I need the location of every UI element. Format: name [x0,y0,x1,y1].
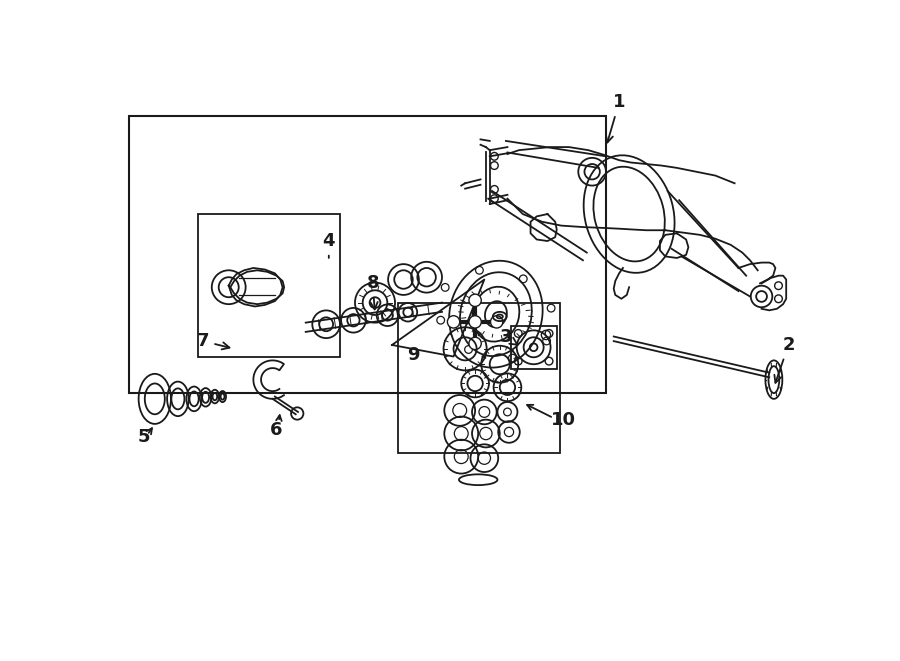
Text: 1: 1 [606,93,626,143]
Circle shape [491,316,503,328]
Text: 4: 4 [322,232,335,258]
Text: 9: 9 [408,346,419,364]
Bar [129,116,606,393]
Text: 2: 2 [774,336,795,383]
Bar [398,303,560,453]
Text: 8: 8 [366,274,379,309]
Circle shape [447,316,460,328]
Text: 3: 3 [500,329,518,346]
Text: 5: 5 [138,428,150,446]
Text: 7: 7 [197,332,230,350]
Bar [198,214,340,356]
Circle shape [469,316,482,328]
Bar [510,326,557,369]
Text: 6: 6 [270,420,283,439]
Circle shape [469,337,482,350]
Text: 10: 10 [551,410,576,429]
Circle shape [469,294,482,307]
